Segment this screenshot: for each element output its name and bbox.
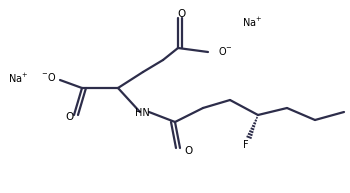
Text: Na$^{+}$: Na$^{+}$	[242, 15, 262, 29]
Text: HN: HN	[135, 108, 149, 118]
Text: Na$^{+}$: Na$^{+}$	[8, 71, 28, 85]
Text: O: O	[178, 9, 186, 19]
Text: O: O	[184, 146, 192, 156]
Text: F: F	[243, 140, 249, 150]
Text: $^{-}$O: $^{-}$O	[41, 71, 56, 83]
Text: O$^{-}$: O$^{-}$	[218, 45, 233, 57]
Text: O: O	[65, 112, 73, 122]
